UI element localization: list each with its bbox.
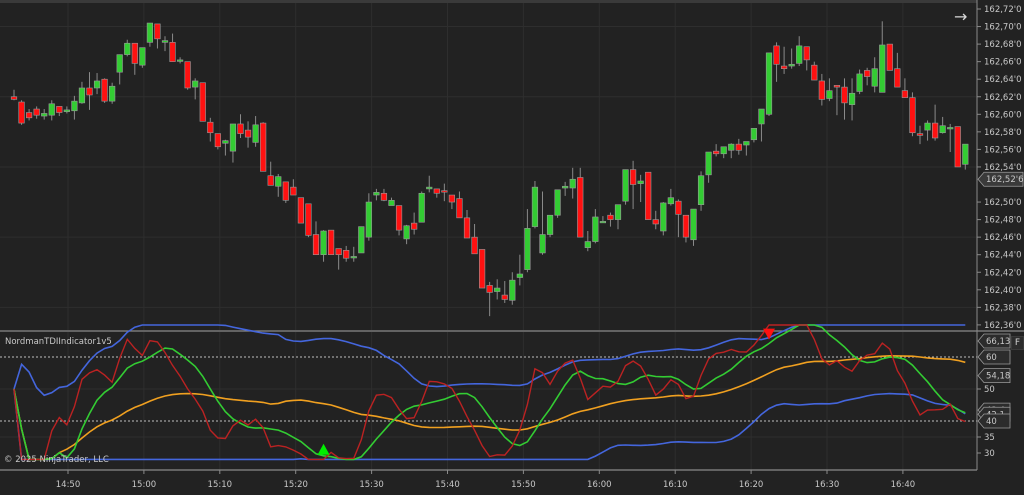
- svg-text:15:50: 15:50: [511, 480, 536, 490]
- svg-text:60: 60: [986, 353, 997, 363]
- value-tag: [977, 413, 1011, 429]
- svg-text:162,72'0: 162,72'0: [984, 5, 1022, 15]
- svg-text:162,68'0: 162,68'0: [984, 40, 1022, 50]
- svg-text:16:10: 16:10: [663, 480, 688, 490]
- value-tag: [977, 349, 1011, 365]
- f-button[interactable]: F: [1011, 336, 1024, 350]
- svg-text:162,58'0: 162,58'0: [984, 128, 1022, 138]
- svg-text:16:20: 16:20: [739, 480, 764, 490]
- scroll-to-end-button[interactable]: →: [954, 8, 974, 26]
- value-tag: [977, 333, 1011, 349]
- svg-text:162,56'0: 162,56'0: [984, 145, 1022, 155]
- svg-text:14:50: 14:50: [56, 480, 81, 490]
- indicator-grid: [0, 332, 977, 470]
- time-axis[interactable]: 14:50 15:00 15:10 15:20 15:30 15:40 15:50 16:00…: [0, 469, 977, 490]
- svg-text:162,62'0: 162,62'0: [984, 93, 1022, 103]
- svg-text:15:00: 15:00: [132, 480, 157, 490]
- rsi-line: [13, 324, 966, 461]
- middle-band-line: [13, 354, 966, 461]
- svg-text:162,64'0: 162,64'0: [984, 75, 1022, 85]
- svg-text:15:20: 15:20: [283, 480, 308, 490]
- svg-text:15:40: 15:40: [435, 480, 460, 490]
- buy-signal-icon: [317, 443, 330, 455]
- svg-text:162,36'0: 162,36'0: [984, 321, 1022, 331]
- svg-text:162,52'6: 162,52'6: [986, 175, 1024, 185]
- grid-lines: [0, 3, 977, 330]
- svg-text:162,50'0: 162,50'0: [984, 198, 1022, 208]
- svg-text:35: 35: [984, 433, 995, 443]
- svg-text:16:30: 16:30: [815, 480, 840, 490]
- svg-text:162,42'0: 162,42'0: [984, 268, 1022, 278]
- svg-text:30: 30: [984, 449, 995, 459]
- lower-band-line: [13, 388, 966, 461]
- window-top-border: [0, 0, 1024, 3]
- svg-text:16:40: 16:40: [891, 480, 916, 490]
- signal-line: [13, 324, 966, 461]
- svg-text:54,18: 54,18: [986, 372, 1010, 382]
- arrow-right-icon: →: [954, 7, 968, 26]
- svg-text:162,48'0: 162,48'0: [984, 216, 1022, 226]
- svg-text:162,40'0: 162,40'0: [984, 286, 1022, 296]
- svg-text:66,13: 66,13: [986, 337, 1010, 347]
- svg-text:162,46'0: 162,46'0: [984, 233, 1022, 243]
- indicator-title[interactable]: NordmanTDIIndicator1v5: [5, 337, 112, 347]
- svg-text:16:00: 16:00: [587, 480, 612, 490]
- svg-text:15:10: 15:10: [208, 480, 233, 490]
- svg-text:162,44'0: 162,44'0: [984, 251, 1022, 261]
- svg-text:15:30: 15:30: [359, 480, 384, 490]
- price-axis[interactable]: 162,72'0 162,70'0 162,68'0 162,66'0 162,64'0…: [0, 0, 1024, 470]
- svg-text:162,70'0: 162,70'0: [984, 23, 1022, 33]
- copyright-text: © 2025 NinjaTrader, LLC: [4, 455, 109, 465]
- svg-text:162,66'0: 162,66'0: [984, 58, 1022, 68]
- value-tag: [977, 368, 1011, 384]
- indicator-lines: [13, 324, 966, 461]
- svg-text:50: 50: [984, 385, 995, 395]
- svg-text:162,54'0: 162,54'0: [984, 163, 1022, 173]
- svg-text:40: 40: [986, 417, 997, 427]
- candlesticks: [10, 21, 969, 317]
- sell-signal-icon: [763, 328, 775, 340]
- svg-text:162,38'0: 162,38'0: [984, 303, 1022, 313]
- svg-text:162,60'0: 162,60'0: [984, 110, 1022, 120]
